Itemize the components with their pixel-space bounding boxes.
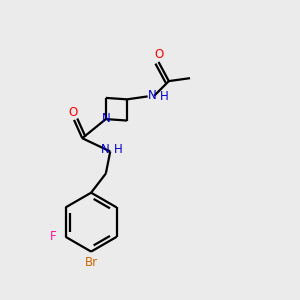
Text: H: H: [114, 143, 123, 157]
Text: N: N: [100, 143, 109, 157]
Text: Br: Br: [85, 256, 98, 269]
Text: N: N: [148, 89, 156, 102]
Text: O: O: [154, 48, 163, 61]
Text: N: N: [102, 112, 111, 125]
Text: F: F: [50, 230, 57, 243]
Text: O: O: [69, 106, 78, 119]
Text: H: H: [160, 91, 169, 103]
